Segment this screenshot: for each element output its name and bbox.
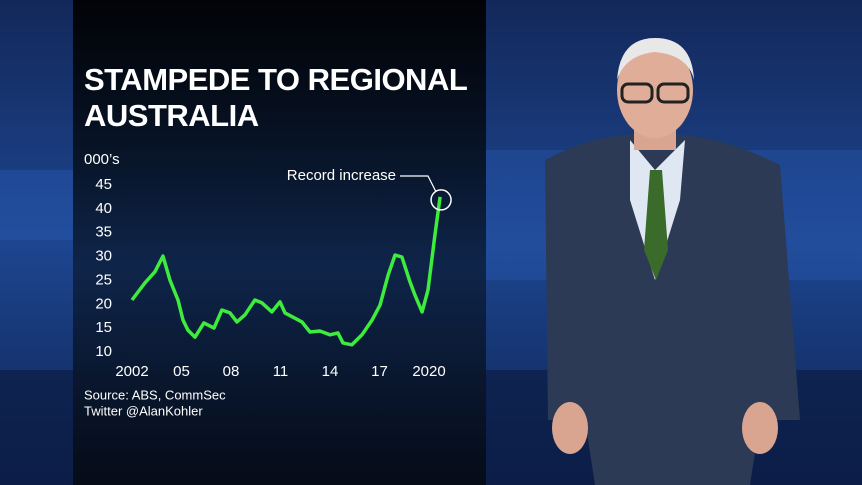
annotation-leader [400, 175, 437, 193]
x-tick-label: 05 [173, 363, 190, 380]
annotation-circle [430, 189, 452, 211]
y-tick-label: 15 [95, 319, 112, 336]
chart-title: STAMPEDE TO REGIONAL [84, 62, 467, 97]
y-tick-label: 45 [95, 176, 112, 193]
source: Source: ABS, CommSec [84, 387, 226, 402]
y-tick-label: 30 [95, 248, 112, 265]
y-tick-label: 10 [95, 343, 112, 360]
y-tick-label: 35 [95, 224, 112, 241]
studio-screens-left [0, 170, 73, 240]
y-axis-label: 000’s [84, 151, 120, 168]
source: Twitter @AlanKohler [84, 403, 203, 418]
annotation: Record increase [287, 167, 396, 184]
presenter [545, 38, 800, 485]
chart-title: AUSTRALIA [84, 98, 259, 133]
plot: 10 15 20 25 30 35 40 45 2002 05 08 11 14 17 2020 [95, 175, 452, 380]
x-tick-label: 17 [371, 363, 388, 380]
y-tick-label: 25 [95, 271, 112, 288]
x-tick-label: 08 [223, 363, 240, 380]
chart-panel [73, 0, 486, 485]
x-tick-label: 11 [273, 363, 289, 380]
x-tick-label: 14 [322, 363, 339, 380]
y-tick-label: 40 [95, 200, 112, 217]
line-series [130, 196, 442, 347]
x-tick-label: 2020 [412, 363, 445, 380]
x-tick-label: 2002 [115, 363, 148, 380]
y-tick-label: 20 [95, 295, 112, 312]
